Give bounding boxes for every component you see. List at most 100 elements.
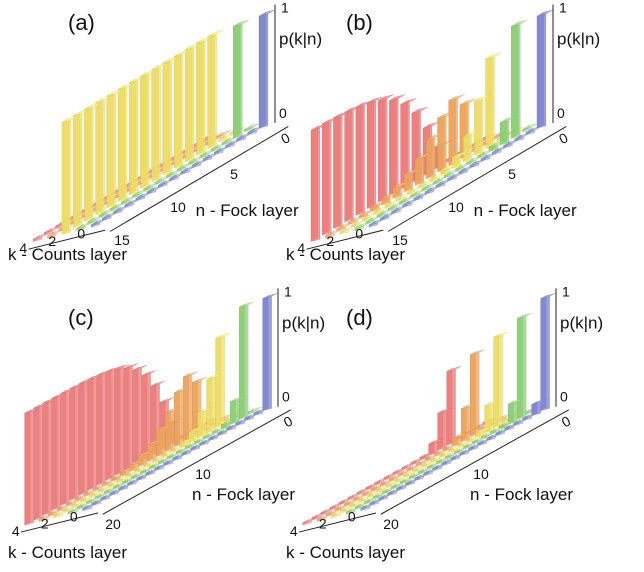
bar-n12-k1: [387, 202, 405, 212]
z-axis-label: p(k|n): [279, 30, 322, 49]
k-tick-4: 4: [12, 523, 20, 539]
k-tick-0: 0: [355, 226, 363, 242]
bar-n11-k3: [370, 201, 387, 213]
bar-n1-k1: [233, 19, 250, 139]
k-axis-label: k - Counts layer: [286, 543, 405, 562]
bar-n7-k3: [414, 152, 432, 186]
bar-n3-k2: [474, 94, 491, 156]
bar-n0-k0: [536, 9, 554, 129]
bar-n15-k0: [368, 218, 386, 228]
bar-n20-k3: [38, 513, 54, 522]
bar-n15-k0: [90, 218, 108, 228]
bar-n7-k4: [141, 370, 157, 461]
bar-n12-k2: [95, 95, 112, 216]
n-tick-10: 10: [473, 466, 489, 482]
bar-n2-k2: [493, 331, 509, 429]
bar-n10-k2: [395, 192, 413, 202]
bar-n20-k4: [24, 407, 40, 526]
bar-n5-k3: [173, 387, 189, 447]
bar-n11-k2: [106, 89, 123, 209]
bar-n7-k3: [155, 424, 171, 457]
k-tick-2: 2: [319, 516, 327, 532]
bar-n8-k2: [140, 69, 157, 189]
bar-n20-k4: [302, 517, 318, 526]
bar-n13-k1: [98, 208, 116, 219]
bar-n9-k4: [123, 363, 139, 471]
n-tick-5: 5: [508, 166, 516, 182]
k-tick-4: 4: [19, 240, 27, 256]
bar-n6-k2: [440, 163, 457, 176]
bar-n15-k3: [325, 229, 342, 239]
bar-n11-k4: [105, 366, 121, 481]
k-axis-line: [28, 229, 106, 250]
bar-n17-k4: [51, 392, 67, 511]
n-axis-line: [387, 126, 567, 232]
k-axis-label: k - Counts layer: [286, 245, 405, 264]
bar-n0-k1: [522, 122, 539, 133]
bar-n8-k4: [410, 457, 426, 466]
n-tick-0: 0: [559, 413, 574, 431]
bar-n20-k1: [67, 506, 83, 515]
bar-n5-k2: [173, 49, 191, 169]
bar-n20-k0: [82, 502, 98, 512]
bar-n12-k4: [344, 105, 361, 223]
z-tick-0: 0: [560, 389, 568, 405]
n-tick-0: 0: [278, 129, 293, 147]
bar-n10-k3: [128, 459, 144, 472]
bar-n10-k3: [381, 191, 398, 206]
bar-n20-k2: [331, 510, 347, 519]
bar-n12-k4: [96, 369, 112, 486]
bar-n4-k2: [197, 407, 213, 439]
bar-n3-k1: [488, 140, 506, 153]
bar-n0-k1: [244, 122, 261, 133]
n-tick-20: 20: [383, 516, 399, 532]
bar-n11-k0: [135, 191, 152, 202]
bar-n11-k1: [121, 195, 138, 205]
bar-n2-k2: [215, 332, 231, 429]
bar-n15-k2: [339, 225, 357, 235]
k-tick-2: 2: [326, 233, 334, 249]
bar-n6-k0: [191, 158, 208, 169]
bar-n2-k2: [485, 52, 502, 150]
z-tick-0: 0: [282, 389, 290, 405]
bar-n2-k2: [207, 29, 224, 150]
n-tick-5: 5: [230, 166, 238, 182]
bar-n2-k1: [507, 398, 523, 425]
bar-n15-k1: [354, 221, 371, 232]
panel-letter: (d): [346, 305, 373, 330]
n-axis-label: n - Fock layer: [470, 485, 573, 504]
bar-n15-k1: [76, 221, 93, 232]
bar-n10-k4: [366, 96, 384, 210]
panel-letter: (c): [68, 305, 94, 330]
bar-n15-k2: [61, 115, 79, 235]
z-tick-1: 1: [562, 283, 570, 299]
bar-n8-k0: [447, 172, 464, 182]
bar-n5-k3: [451, 432, 467, 447]
bar-n9-k4: [377, 94, 395, 203]
bar-n6-k3: [426, 133, 443, 180]
n-tick-15: 15: [114, 232, 130, 248]
bar-n12-k3: [358, 209, 376, 219]
bar-n20-k0: [360, 502, 376, 512]
panel-letter: (b): [346, 10, 373, 35]
panel-letter: (a): [68, 10, 95, 35]
k-axis-label: k - Counts layer: [8, 245, 127, 264]
k-axis-line: [20, 512, 98, 533]
bar-n14-k4: [43, 226, 61, 236]
bar-n8-k1: [154, 175, 172, 186]
bar-n9-k2: [128, 76, 146, 196]
n-axis-label: n - Fock layer: [474, 201, 577, 220]
k-tick-2: 2: [48, 233, 56, 249]
bar-n0-k0: [540, 293, 556, 412]
k-tick-2: 2: [41, 516, 49, 532]
z-tick-0: 0: [279, 105, 287, 121]
bar-n6-k3: [164, 407, 180, 452]
k-tick-0: 0: [77, 226, 85, 242]
k-axis-label: k - Counts layer: [8, 543, 127, 562]
bar-n19-k4: [33, 402, 49, 521]
n-tick-15: 15: [392, 232, 408, 248]
